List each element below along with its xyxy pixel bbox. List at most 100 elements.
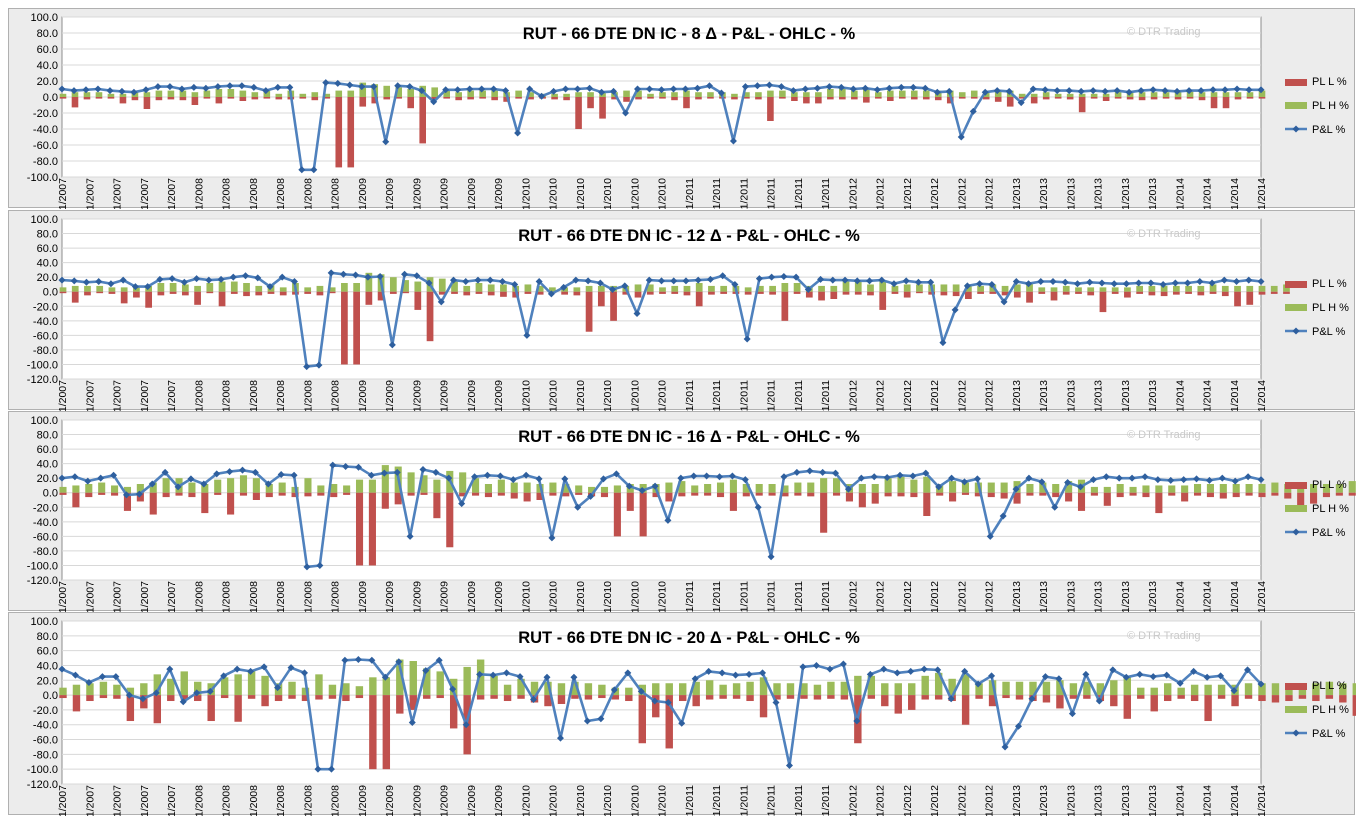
pl-l-bar	[1271, 695, 1280, 703]
pl-h-bar	[99, 681, 108, 696]
y-tick-label: -100.0	[27, 560, 58, 572]
pl-point	[110, 471, 118, 479]
pl-l-bar	[732, 695, 741, 699]
x-tick-label: 01/01/2012	[847, 785, 859, 816]
pl-line	[61, 463, 1262, 569]
x-tick-label: 01/01/2009	[357, 380, 369, 411]
pl-h-bar	[781, 283, 789, 292]
pl-point	[651, 482, 659, 490]
pl-l-bar	[252, 492, 260, 500]
x-tick-label: 11/01/2007	[166, 178, 178, 209]
pl-point	[474, 276, 482, 284]
pl-h-bar	[708, 285, 715, 292]
pl-l-bar	[491, 97, 498, 101]
pl-l-bar	[1142, 492, 1150, 498]
pl-h-bar	[854, 281, 862, 292]
pl-point	[251, 468, 259, 476]
pl-l-bar	[71, 291, 79, 303]
legend-label: PL H %	[1312, 100, 1349, 112]
pl-point	[780, 272, 788, 280]
pl-point	[963, 282, 971, 290]
pl-l-bar	[1039, 492, 1047, 496]
legend-label: PL L %	[1312, 278, 1347, 290]
pl-h-bar	[551, 93, 558, 97]
pl-h-bar	[1312, 683, 1320, 696]
pl-l-bar	[368, 492, 376, 566]
pl-h-bar	[536, 285, 544, 292]
pl-point	[870, 473, 878, 481]
series-pl	[58, 656, 1265, 773]
pl-h-bar	[243, 283, 250, 292]
pl-point	[1125, 88, 1133, 96]
chart-2: 100.0 80.0 60.0 40.0 20.0 0.0 -20.0 -40.0 -60.0 -…	[27, 214, 1349, 411]
pl-point	[364, 273, 372, 281]
x-tick-label: 11/01/2007	[166, 785, 178, 816]
pl-point	[599, 475, 607, 483]
pl-l-bar	[827, 97, 834, 100]
pl-l-bar	[563, 97, 570, 101]
pl-l-bar	[613, 492, 621, 537]
x-tick-label: 01/01/2010	[520, 581, 532, 612]
pl-point	[1065, 87, 1073, 95]
pl-h-bar	[153, 674, 162, 696]
pl-h-bar	[227, 478, 235, 493]
x-tick-label: 09/01/2013	[1120, 178, 1132, 209]
pl-point	[885, 84, 893, 92]
x-tick-label: 03/01/2012	[875, 581, 887, 612]
x-tick-label: 09/01/2008	[302, 785, 314, 816]
pl-h-bar	[347, 90, 355, 97]
pl-h-bar	[476, 659, 485, 696]
pl-l-bar	[484, 492, 492, 498]
x-tick-label: 11/01/2008	[330, 581, 342, 612]
x-tick-label: 03/01/2008	[221, 581, 233, 612]
pl-point	[969, 107, 977, 115]
pl-h-bar	[768, 484, 776, 493]
pl-h-bar	[1069, 683, 1078, 696]
pl-point	[849, 85, 857, 93]
pl-l-bar	[1087, 291, 1095, 296]
x-tick-label: 01/01/2013	[1011, 178, 1023, 209]
pl-point	[878, 276, 886, 284]
pl-h-bar	[395, 87, 403, 97]
x-tick-label: 03/01/2008	[221, 178, 233, 209]
pl-point	[496, 472, 504, 480]
pl-point	[213, 470, 221, 478]
pl-l-bar	[359, 97, 367, 107]
y-tick-label: 0.0	[43, 690, 58, 702]
pl-point	[254, 274, 262, 282]
x-tick-label: 03/01/2010	[548, 178, 560, 209]
pl-l-bar	[113, 695, 121, 699]
pl-point	[907, 667, 915, 675]
pl-l-bar	[1015, 695, 1024, 700]
pl-l-bar	[443, 97, 450, 99]
pl-l-bar	[86, 695, 94, 702]
x-tick-label: 03/01/2012	[875, 380, 887, 411]
pl-h-bar	[742, 484, 750, 493]
pl-l-bar	[355, 492, 364, 566]
pl-l-bar	[793, 291, 801, 294]
pl-l-bar	[524, 291, 532, 294]
x-tick-label: 07/01/2010	[602, 785, 614, 816]
pl-h-bar	[934, 672, 943, 696]
pl-point	[560, 283, 568, 291]
pl-h-bar	[234, 674, 242, 696]
legend-marker-pl	[1292, 125, 1300, 133]
pl-h-bar	[922, 90, 930, 97]
pl-point	[610, 87, 618, 95]
pl-point	[95, 278, 103, 286]
pl-point	[131, 283, 139, 291]
pl-l-bar	[227, 97, 235, 99]
pl-l-bar	[515, 97, 522, 99]
pl-l-bar	[149, 492, 157, 515]
pl-l-bar	[119, 97, 127, 104]
pl-point	[1005, 87, 1013, 95]
pl-point	[759, 669, 767, 677]
pl-l-bar	[59, 492, 67, 495]
pl-point	[112, 673, 120, 681]
pl-l-bar	[239, 492, 248, 496]
pl-h-bar	[757, 285, 764, 292]
pl-l-bar	[71, 97, 79, 108]
pl-l-bar	[940, 291, 948, 296]
pl-l-bar	[167, 97, 175, 100]
pl-l-bar	[652, 695, 660, 718]
